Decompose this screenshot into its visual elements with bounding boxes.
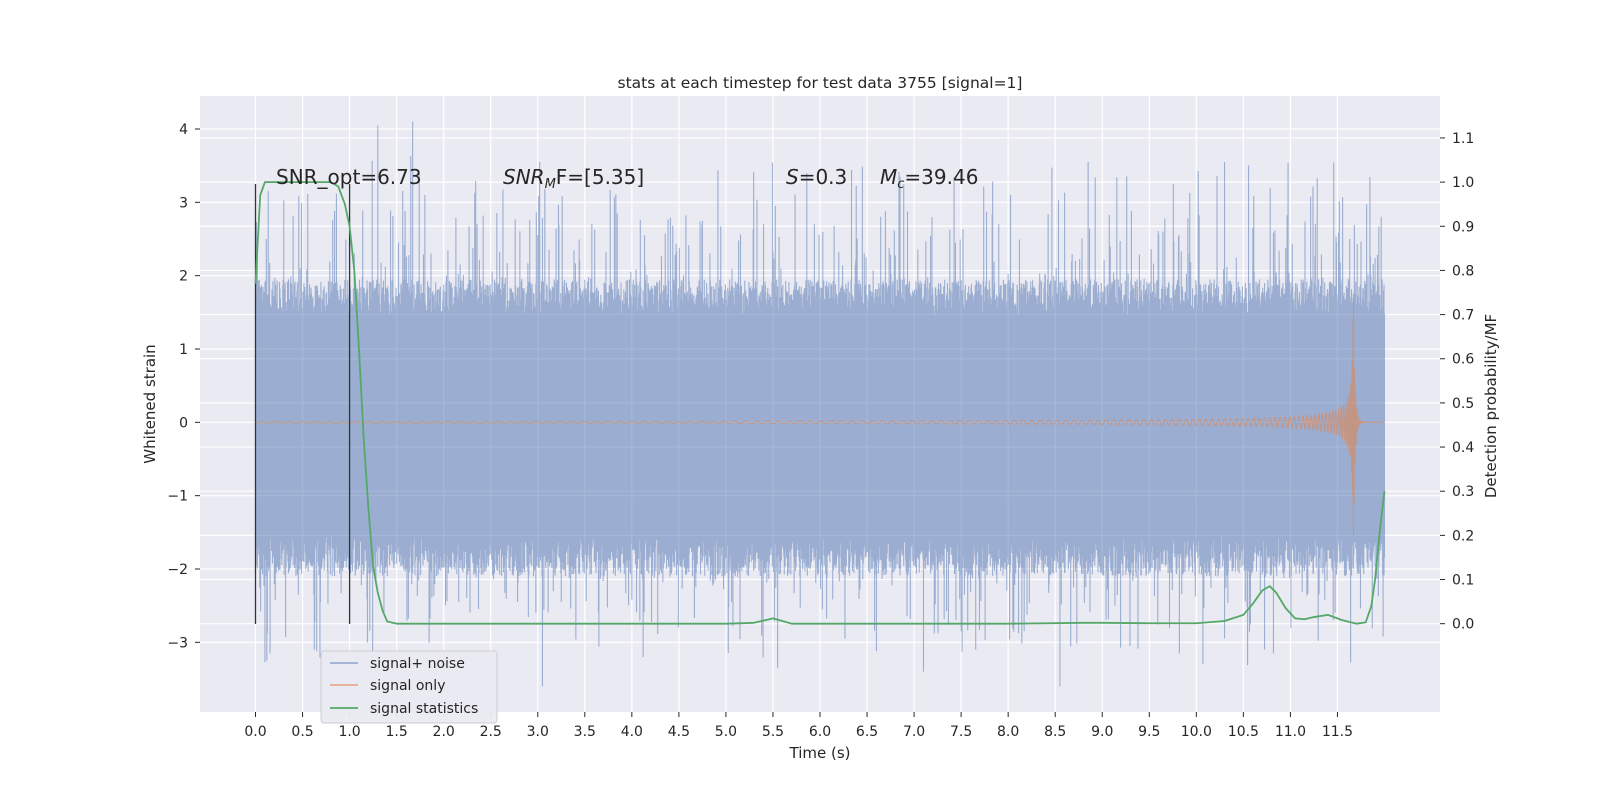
x-tick-label: 5.0 <box>715 724 737 740</box>
x-tick-label: 1.0 <box>338 724 360 740</box>
annotation-s-rest: =0.3 <box>799 165 848 189</box>
y-tick-label-right: 0.5 <box>1452 396 1474 412</box>
y-tick-label-left: −3 <box>167 635 188 651</box>
y-tick-label-right: 0.4 <box>1452 440 1474 456</box>
x-tick-label: 8.5 <box>1044 724 1066 740</box>
annotation-snr-mf-sub: M <box>545 177 556 192</box>
legend-label-signal-statistics: signal statistics <box>370 701 478 717</box>
y-tick-label-right: 0.9 <box>1452 219 1474 235</box>
x-tick-label: 6.0 <box>809 724 831 740</box>
annotation-s-var: S <box>786 165 799 189</box>
x-tick-label: 4.0 <box>621 724 643 740</box>
annotation-mc-var: M <box>880 165 897 189</box>
annotation-snr-opt: SNR_opt=6.73 <box>276 165 422 189</box>
x-tick-label: 2.0 <box>433 724 455 740</box>
series-signal-statistics <box>254 181 1386 625</box>
x-tick-label: 11.0 <box>1275 724 1306 740</box>
y-tick-label-left: 0 <box>179 415 188 431</box>
x-tick-label: 11.5 <box>1322 724 1353 740</box>
y-tick-label-right: 0.0 <box>1452 617 1474 633</box>
x-tick-label: 4.5 <box>668 724 690 740</box>
x-tick-label: 7.0 <box>903 724 925 740</box>
annotation-snr-mf-base: SNR <box>503 165 545 189</box>
y-tick-label-right: 0.1 <box>1452 573 1474 589</box>
x-tick-label: 7.5 <box>950 724 972 740</box>
y-tick-label-right: 1.0 <box>1452 175 1474 191</box>
annotation-snr-mf-rest: F=[5.35] <box>556 165 644 189</box>
legend: signal+ noise signal only signal statist… <box>320 650 498 724</box>
y-tick-label-left: −2 <box>167 562 188 578</box>
x-tick-label: 9.5 <box>1138 724 1160 740</box>
x-tick-label: 2.5 <box>480 724 502 740</box>
x-tick-label: 3.5 <box>574 724 596 740</box>
y-tick-label-left: 3 <box>179 195 188 211</box>
x-tick-label: 1.5 <box>385 724 407 740</box>
annotation-snr-mf: SNRMF=[5.35] <box>503 165 644 192</box>
annotation-mc-rest: =39.46 <box>904 165 978 189</box>
x-tick-label: 0.5 <box>291 724 313 740</box>
y-tick-label-right: 1.1 <box>1452 131 1474 147</box>
chart-title: stats at each timestep for test data 375… <box>618 74 1023 92</box>
legend-box <box>320 650 498 724</box>
y-tick-label-left: −1 <box>167 489 188 505</box>
x-tick-label: 10.0 <box>1181 724 1212 740</box>
y-axis-label-left: Whitened strain <box>141 344 159 463</box>
y-tick-label-right: 0.2 <box>1452 528 1474 544</box>
tick-layer: 0.0 0.5 1.0 1.5 2.0 2.5 3.0 3.5 4.0 4.5 5.0 5.5 6.0 6… <box>167 122 1474 740</box>
y-tick-label-right: 0.3 <box>1452 484 1474 500</box>
y-tick-label-right: 0.7 <box>1452 308 1474 324</box>
series-signal-only <box>255 301 1385 536</box>
x-tick-label: 8.0 <box>997 724 1019 740</box>
annotation-mc: Mc=39.46 <box>880 165 978 192</box>
y-tick-label-left: 2 <box>179 269 188 285</box>
y-tick-label-right: 0.8 <box>1452 263 1474 279</box>
annotation-mc-sub: c <box>897 177 904 192</box>
y-tick-label-left: 1 <box>179 342 188 358</box>
y-axis-label-right: Detection probability/MF <box>1482 314 1500 498</box>
x-axis-label: Time (s) <box>789 744 851 762</box>
x-tick-label: 10.5 <box>1228 724 1259 740</box>
y-tick-label-left: 4 <box>179 122 188 138</box>
legend-label-signal-noise: signal+ noise <box>370 656 465 672</box>
y-tick-label-right: 0.6 <box>1452 352 1474 368</box>
x-tick-label: 5.5 <box>762 724 784 740</box>
x-tick-label: 0.0 <box>244 724 266 740</box>
x-tick-label: 3.0 <box>527 724 549 740</box>
data-layer <box>254 121 1386 687</box>
x-tick-label: 9.0 <box>1091 724 1113 740</box>
x-tick-label: 6.5 <box>856 724 878 740</box>
legend-label-signal-only: signal only <box>370 678 445 694</box>
annotation-s: S=0.3 <box>786 165 847 189</box>
